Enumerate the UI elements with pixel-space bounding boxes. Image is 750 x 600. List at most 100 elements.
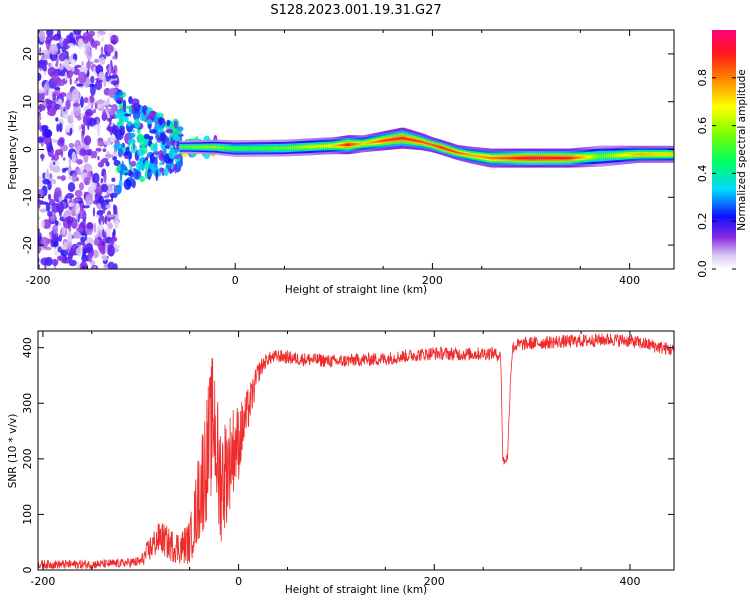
spectrogram-ridge-cell (623, 153, 627, 157)
spectrogram-cell (32, 225, 36, 229)
spectrogram-cell (172, 139, 176, 148)
spectrogram-ridge-cell (599, 154, 603, 158)
spectrogram-cell (76, 115, 82, 121)
x-tick-label: -200 (30, 575, 55, 588)
spectrogram-ridge-cell (232, 147, 237, 150)
spectrogram-ridge-cell (191, 146, 195, 149)
spectrogram-ridge-cell (376, 140, 380, 143)
spectrogram-cell (82, 149, 92, 156)
spectrogram-ridge-cell (439, 146, 444, 149)
spectrogram-cell (109, 192, 118, 199)
spectrogram-ridge-cell (455, 151, 459, 154)
spectrogram-ridge-cell (658, 153, 662, 156)
spectrogram-cell (128, 151, 133, 160)
spectrogram-ridge-cell (246, 147, 250, 150)
spectrogram-cell (38, 119, 42, 131)
spectrogram-ridge-cell (295, 146, 300, 149)
spectrogram-ridge-cell (579, 156, 584, 159)
spectrogram-cell (87, 97, 90, 110)
spectrogram-ridge-cell (652, 153, 657, 156)
spectrogram-cell (158, 117, 163, 126)
spectrogram-cell (95, 100, 105, 104)
spectrogram-cell (35, 139, 37, 143)
spectrogram-cell (143, 133, 150, 140)
spectrogram-cell (73, 230, 82, 239)
spectrogram-ridge-cell (183, 146, 187, 148)
spectrogram-cell (111, 184, 115, 194)
spectrogram-ridge-cell (400, 136, 404, 140)
spectrogram-cell (43, 84, 47, 94)
spectrogram-cell (49, 178, 54, 182)
spectrogram-cell (68, 175, 73, 180)
spectrogram-cell (161, 167, 165, 177)
spectrogram-cell (126, 120, 132, 127)
spectrogram-ridge-cell (291, 146, 296, 149)
spectrogram-ridge-cell (571, 156, 576, 160)
colorbar-tick-label: 0.6 (696, 117, 709, 135)
spectrogram-cell (47, 193, 52, 201)
spectrogram-ridge-cell (309, 145, 313, 148)
spectrogram-ridge-cell (335, 144, 339, 147)
spectrogram-ridge-cell (548, 156, 552, 160)
spectrogram-ridge-cell (289, 146, 294, 149)
spectrogram-ridge-cell (264, 147, 268, 150)
spectrogram-cell (89, 95, 95, 104)
spectrogram-cell (52, 92, 56, 104)
spectrogram-ridge-cell (546, 156, 550, 160)
spectrogram-ridge-cell (378, 140, 382, 143)
spectrogram-cell (125, 146, 130, 156)
spectrogram-cell (72, 102, 81, 107)
spectrogram-cell (76, 83, 84, 87)
spectrogram-cell (122, 102, 127, 113)
spectrogram-ridge-cell (627, 153, 631, 157)
spectrogram-cell (46, 168, 49, 177)
spectrogram-cell (92, 249, 99, 259)
spectrogram-cell (61, 256, 71, 264)
spectrogram-cell (114, 113, 122, 119)
spectrogram-cell (54, 87, 61, 91)
spectrogram-cell (165, 164, 171, 169)
spectrogram-cell (69, 36, 76, 43)
spectrogram-cell (58, 53, 66, 62)
spectrogram-cell (155, 111, 159, 118)
spectrogram-cell (84, 49, 87, 56)
spectrogram-cell (54, 250, 59, 256)
spectrogram-cell (97, 155, 100, 161)
spectrogram-ridge-cell (333, 144, 337, 147)
x-tick-label: 400 (619, 575, 640, 588)
spectrogram-cell (72, 105, 81, 118)
spectrogram-ridge-cell (313, 145, 317, 148)
x-tick-label: -200 (26, 274, 51, 287)
spectrogram-ridge-cell (605, 154, 609, 158)
spectrogram-cell (98, 71, 105, 80)
spectrogram-ridge-cell (224, 146, 229, 149)
spectrogram-ridge-cell (475, 154, 479, 158)
spectrogram-cell (100, 183, 108, 193)
spectrogram-x-axis-label: Height of straight line (km) (285, 284, 427, 296)
spectrogram-ridge-cell (412, 138, 416, 142)
spectrogram-cell (112, 156, 117, 161)
spectrogram-ridge-cell (449, 149, 453, 152)
spectrogram-ridge-cell (638, 153, 643, 156)
spectrogram-ridge-cell (569, 156, 574, 160)
spectrogram-ridge-cell (226, 146, 231, 150)
spectrogram-ridge-cell (494, 156, 499, 160)
spectrogram-cell (81, 205, 90, 209)
spectrogram-cell (96, 103, 102, 109)
spectrogram-cell (68, 202, 74, 207)
spectrogram-cell (67, 182, 76, 192)
spectrogram-ridge-cell (348, 143, 353, 146)
spectrogram-cell (82, 32, 90, 44)
spectrogram-cell (83, 135, 92, 146)
spectrogram-ridge-cell (274, 147, 278, 150)
spectrogram-cell (60, 175, 66, 181)
spectrogram-cell (104, 154, 114, 158)
spectrogram-ridge-cell (619, 153, 623, 157)
spectrogram-ridge-cell (646, 153, 651, 156)
spectrogram-cell (149, 129, 157, 134)
spectrogram-ridge-cell (544, 156, 548, 160)
spectrogram-ridge-cell (609, 154, 613, 158)
spectrogram-cell (94, 42, 98, 50)
spectrogram-cell (90, 75, 95, 84)
